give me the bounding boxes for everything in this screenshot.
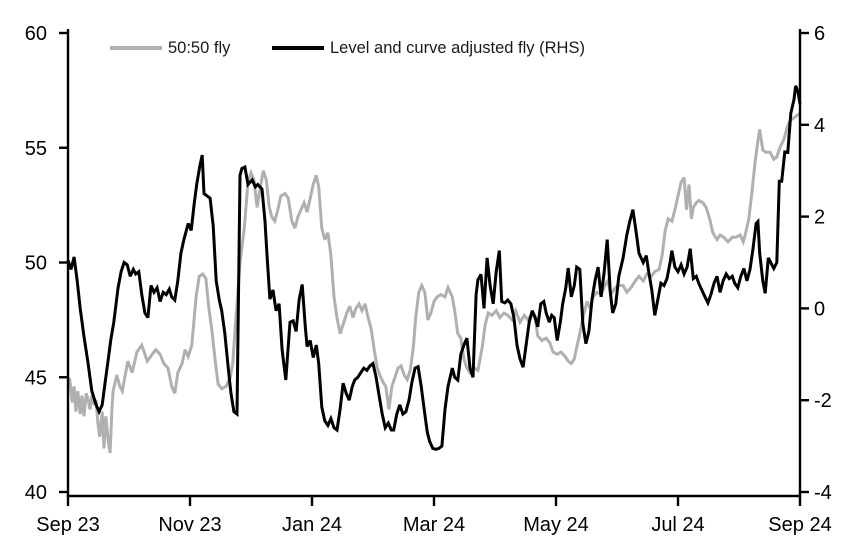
series-line-5050-fly [66, 112, 801, 454]
x-tick-label: Mar 24 [403, 514, 465, 536]
left-y-tick-label: 60 [25, 23, 47, 45]
left-y-tick-label: 40 [25, 482, 47, 504]
x-tick-label: Jan 24 [282, 514, 342, 536]
right-y-tick-label: 4 [814, 115, 825, 137]
left-y-tick-label: 50 [25, 253, 47, 275]
right-y-tick-label: 2 [814, 207, 825, 229]
right-y-tick-label: -2 [814, 390, 832, 412]
right-y-tick-label: -4 [814, 482, 832, 504]
x-tick-label: Nov 23 [158, 514, 221, 536]
x-tick-label: May 24 [523, 514, 589, 536]
left-y-tick-label: 45 [25, 367, 47, 389]
left-y-tick-label: 55 [25, 138, 47, 160]
x-tick-label: Sep 24 [768, 514, 831, 536]
x-tick-label: Sep 23 [36, 514, 99, 536]
right-y-tick-label: 0 [814, 298, 825, 320]
series-line-level-curve-adjusted-fly [66, 85, 802, 451]
right-y-tick-label: 6 [814, 23, 825, 45]
x-tick-label: Jul 24 [651, 514, 704, 536]
